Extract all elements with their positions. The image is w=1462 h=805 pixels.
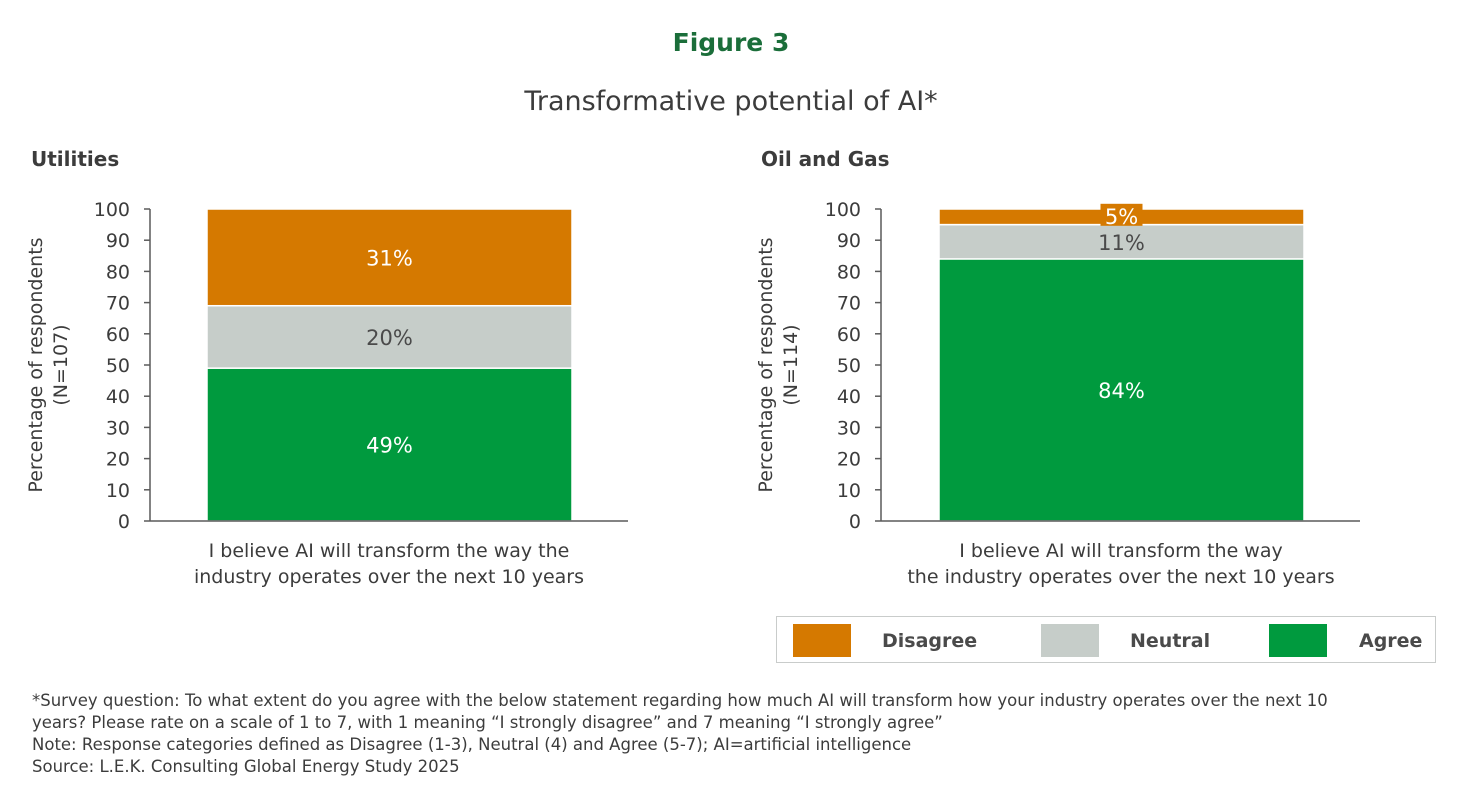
legend-label-agree: Agree [1359, 630, 1423, 652]
chart-1-x-label-line-1: I believe AI will transform the way the [209, 540, 570, 562]
chart-2-bar-neutral [938, 223, 1305, 260]
chart-1-y-tick-label: 60 [106, 324, 130, 346]
chart-2-bar-agree [938, 258, 1305, 522]
legend-swatch-neutral [1041, 624, 1099, 657]
chart-1-y-tick-label: 40 [106, 386, 130, 408]
chart-1-y-tick-label: 80 [106, 261, 130, 283]
chart-2-y-tick-label: 20 [837, 449, 861, 471]
chart-2-y-tick-label: 70 [837, 293, 861, 315]
chart-2-x-label-line-1: I believe AI will transform the way [959, 540, 1283, 562]
chart-2-y-label-line-1: Percentage of respondents [755, 237, 777, 492]
chart-1-y-tick-label: 0 [118, 511, 130, 533]
chart-2-y-tick-label: 40 [837, 386, 861, 408]
chart-1-y-tick-label: 20 [106, 449, 130, 471]
chart-2-x-label-line-2: the industry operates over the next 10 y… [907, 566, 1334, 588]
chart-2-y-tick-label: 100 [825, 199, 861, 221]
legend-label-neutral: Neutral [1130, 630, 1211, 652]
chart-1-bar-agree-label: 49% [366, 434, 413, 458]
chart-1-bar-neutral-label: 20% [366, 326, 413, 350]
chart-1-bar-neutral [206, 304, 573, 369]
chart-2-title: Oil and Gas [761, 147, 890, 171]
chart-1-y-tick-label: 30 [106, 417, 130, 439]
chart-1-y-label-line-1: Percentage of respondents [25, 237, 47, 492]
legend-swatch-agree [1269, 624, 1327, 657]
legend-swatch-disagree [793, 624, 851, 657]
chart-1-title: Utilities [31, 147, 119, 171]
chart-2-y-tick-label: 80 [837, 261, 861, 283]
chart-2-y-tick-label: 90 [837, 230, 861, 252]
chart-2-y-tick-label: 30 [837, 417, 861, 439]
chart-2-y-tick-label: 10 [837, 480, 861, 502]
chart-1-y-tick-label: 50 [106, 355, 130, 377]
charts-canvas: Utilities49%20%31%0102030405060708090100… [25, 147, 1360, 588]
chart-2-y-label-line-2: (N=114) [780, 324, 802, 405]
chart-1-y-label-line-2: (N=107) [50, 324, 72, 405]
chart-2-bar-agree-label: 84% [1098, 379, 1145, 403]
chart-1-y-tick-label: 90 [106, 230, 130, 252]
chart-1-bar-disagree [206, 208, 573, 307]
footnotes: *Survey question: To what extent do you … [32, 690, 1432, 778]
chart-2-bar-disagree-label-bg [1100, 203, 1143, 226]
chart-1-y-tick-label: 100 [94, 199, 130, 221]
chart-2-bar-neutral-label: 11% [1098, 231, 1145, 255]
footnote-survey-question-cont: years? Please rate on a scale of 1 to 7,… [32, 713, 943, 732]
chart-2-y-tick-label: 60 [837, 324, 861, 346]
chart-2-y-tick-label: 50 [837, 355, 861, 377]
chart-2-y-tick-label: 0 [849, 511, 861, 533]
chart-1-y-tick-label: 10 [106, 480, 130, 502]
chart-1-y-tick-label: 70 [106, 293, 130, 315]
footnote-source: Source: L.E.K. Consulting Global Energy … [32, 757, 460, 776]
footnote-survey-question: *Survey question: To what extent do you … [32, 691, 1328, 710]
figure-title: Transformative potential of AI* [524, 86, 938, 117]
legend: Disagree Neutral Agree [776, 616, 1436, 663]
chart-2-bar-disagree-label: 5% [1105, 205, 1138, 229]
legend-label-disagree: Disagree [882, 630, 978, 652]
figure-label: Figure 3 [672, 28, 790, 57]
footnote-note: Note: Response categories defined as Dis… [32, 735, 912, 754]
chart-1-bar-disagree-label: 31% [366, 246, 413, 270]
chart-1-x-label-line-2: industry operates over the next 10 years [194, 566, 584, 588]
